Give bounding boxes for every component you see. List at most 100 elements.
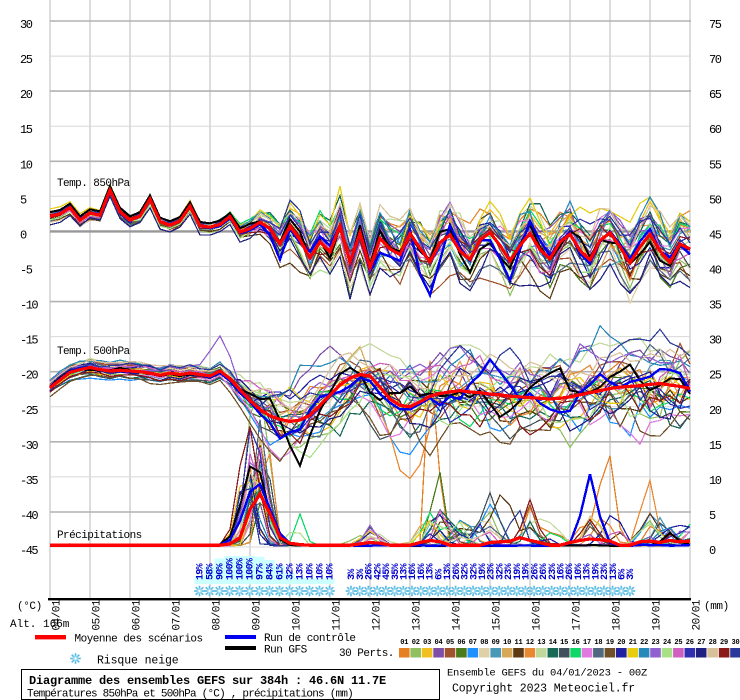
svg-text:-15: -15 xyxy=(20,334,38,348)
svg-text:10%: 10% xyxy=(326,563,337,580)
svg-text:(mm): (mm) xyxy=(704,601,729,613)
svg-text:Temp. 500hPa: Temp. 500hPa xyxy=(57,346,131,358)
svg-text:40: 40 xyxy=(709,263,722,277)
svg-text:61%: 61% xyxy=(276,563,287,580)
svg-text:26%: 26% xyxy=(565,563,576,580)
svg-text:3%: 3% xyxy=(626,569,637,580)
svg-text:16%: 16% xyxy=(417,563,428,580)
svg-text:24: 24 xyxy=(663,639,671,647)
svg-text:75: 75 xyxy=(709,18,722,32)
svg-text:13%: 13% xyxy=(296,563,307,580)
svg-text:20/01: 20/01 xyxy=(692,599,704,630)
svg-text:15: 15 xyxy=(709,439,722,453)
svg-text:26: 26 xyxy=(686,639,694,647)
svg-text:58%: 58% xyxy=(206,563,217,580)
svg-text:10: 10 xyxy=(20,158,33,172)
svg-text:100%: 100% xyxy=(226,558,237,580)
svg-text:100%: 100% xyxy=(246,558,257,580)
svg-text:-40: -40 xyxy=(20,509,38,523)
svg-text:11/01: 11/01 xyxy=(332,599,344,630)
svg-text:23: 23 xyxy=(652,639,660,647)
svg-text:70: 70 xyxy=(709,53,722,67)
svg-text:32%: 32% xyxy=(286,563,297,580)
svg-text:13%: 13% xyxy=(400,563,411,580)
svg-text:5: 5 xyxy=(20,193,27,207)
svg-text:10%: 10% xyxy=(306,563,317,580)
svg-text:04: 04 xyxy=(435,639,443,647)
svg-text:21: 21 xyxy=(629,639,637,647)
svg-text:32%: 32% xyxy=(495,563,506,580)
svg-text:30: 30 xyxy=(731,639,739,647)
svg-text:30 Perts.: 30 Perts. xyxy=(339,648,394,660)
svg-text:19/01: 19/01 xyxy=(652,599,664,630)
svg-text:10/01: 10/01 xyxy=(292,599,304,630)
svg-text:Risque neige: Risque neige xyxy=(97,655,179,668)
svg-text:25: 25 xyxy=(709,369,722,383)
svg-text:22: 22 xyxy=(640,639,648,647)
svg-text:11: 11 xyxy=(514,639,522,647)
svg-text:Alt. 166m: Alt. 166m xyxy=(10,619,70,631)
svg-text:Moyenne des scénarios: Moyenne des scénarios xyxy=(75,634,203,646)
svg-text:13%: 13% xyxy=(443,563,454,580)
svg-text:27: 27 xyxy=(697,639,705,647)
svg-text:-10: -10 xyxy=(20,299,38,313)
svg-text:84%: 84% xyxy=(266,563,277,580)
svg-text:12: 12 xyxy=(526,639,534,647)
svg-text:13/01: 13/01 xyxy=(412,599,424,630)
svg-text:08: 08 xyxy=(480,639,488,647)
svg-text:-5: -5 xyxy=(20,263,33,277)
svg-text:65: 65 xyxy=(709,88,722,102)
svg-text:01: 01 xyxy=(400,639,408,647)
svg-text:60: 60 xyxy=(709,123,722,137)
svg-text:(°C): (°C) xyxy=(17,601,42,613)
svg-text:Run GFS: Run GFS xyxy=(264,645,308,657)
svg-text:19%: 19% xyxy=(522,563,533,580)
svg-text:09: 09 xyxy=(492,639,500,647)
svg-text:19%: 19% xyxy=(478,563,489,580)
svg-text:16%: 16% xyxy=(556,563,567,580)
svg-text:Run de contrôle: Run de contrôle xyxy=(264,633,356,645)
svg-text:6%: 6% xyxy=(434,569,445,580)
svg-text:18/01: 18/01 xyxy=(612,599,624,630)
svg-text:Températures 850hPa et 500hPa: Températures 850hPa et 500hPa (°C) , pré… xyxy=(27,689,353,700)
svg-text:100%: 100% xyxy=(236,558,247,580)
svg-text:02: 02 xyxy=(412,639,420,647)
svg-text:35: 35 xyxy=(709,299,722,313)
svg-text:19%: 19% xyxy=(196,563,207,580)
svg-text:13%: 13% xyxy=(609,563,620,580)
svg-text:Diagramme des ensembles GEFS s: Diagramme des ensembles GEFS sur 384h : … xyxy=(29,674,386,688)
svg-text:07/01: 07/01 xyxy=(172,599,184,630)
svg-text:14: 14 xyxy=(549,639,557,647)
svg-text:13%: 13% xyxy=(583,563,594,580)
svg-text:10%: 10% xyxy=(316,563,327,580)
svg-text:05/01: 05/01 xyxy=(92,599,104,630)
svg-text:13: 13 xyxy=(537,639,545,647)
svg-text:16: 16 xyxy=(572,639,580,647)
svg-text:Temp. 850hPa: Temp. 850hPa xyxy=(57,178,131,190)
svg-text:14/01: 14/01 xyxy=(452,599,464,630)
svg-text:03: 03 xyxy=(423,639,431,647)
svg-text:5: 5 xyxy=(709,509,716,523)
svg-text:18: 18 xyxy=(594,639,602,647)
svg-text:17: 17 xyxy=(583,639,591,647)
svg-text:-20: -20 xyxy=(20,369,38,383)
svg-text:23%: 23% xyxy=(487,563,498,580)
svg-text:05: 05 xyxy=(446,639,454,647)
svg-text:35%: 35% xyxy=(391,563,402,580)
svg-text:06: 06 xyxy=(457,639,465,647)
svg-text:3%: 3% xyxy=(347,569,358,580)
svg-text:07: 07 xyxy=(469,639,477,647)
svg-text:19: 19 xyxy=(606,639,614,647)
svg-text:32%: 32% xyxy=(461,563,472,580)
svg-text:09/01: 09/01 xyxy=(252,599,264,630)
svg-text:19%: 19% xyxy=(591,563,602,580)
svg-text:26%: 26% xyxy=(452,563,463,580)
svg-text:0: 0 xyxy=(20,228,27,242)
svg-text:50: 50 xyxy=(709,193,722,207)
svg-text:12/01: 12/01 xyxy=(372,599,384,630)
svg-text:Ensemble GEFS du 04/01/2023 -: Ensemble GEFS du 04/01/2023 - 00Z xyxy=(447,668,647,680)
svg-text:16%: 16% xyxy=(408,563,419,580)
svg-text:10: 10 xyxy=(503,639,511,647)
svg-text:15/01: 15/01 xyxy=(492,599,504,630)
svg-text:16/01: 16/01 xyxy=(532,599,544,630)
